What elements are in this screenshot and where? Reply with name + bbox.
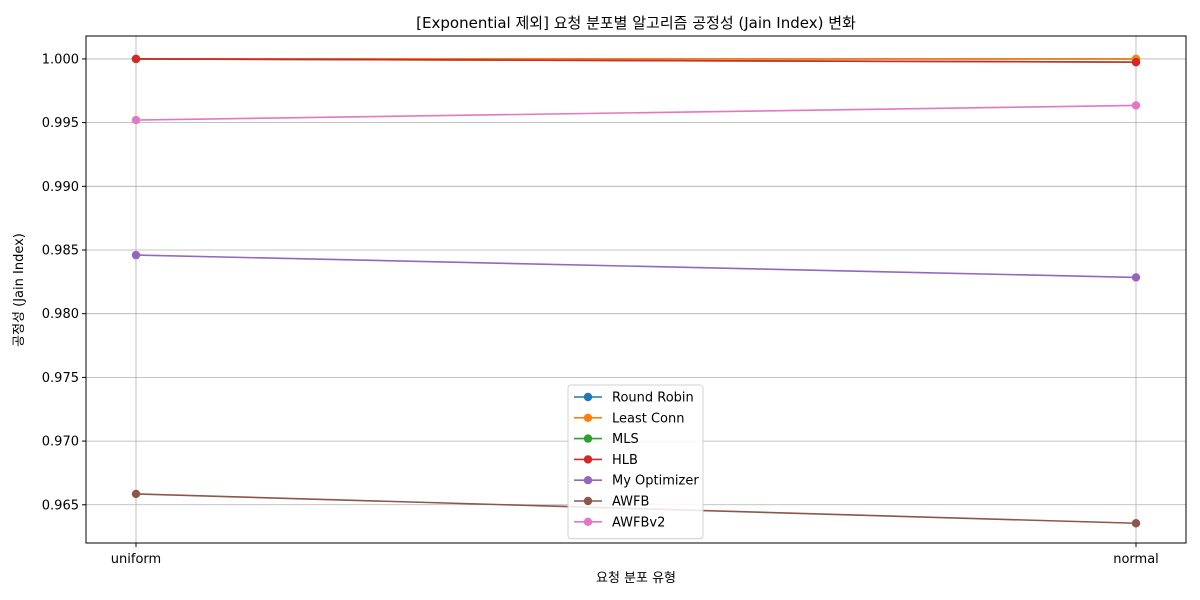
legend-item: AWFBv2 <box>574 515 665 530</box>
x-tick-label: uniform <box>111 552 161 567</box>
legend-label: Least Conn <box>612 411 685 426</box>
legend-item: HLB <box>574 453 638 468</box>
y-tick-label: 0.990 <box>42 180 79 195</box>
legend-label: HLB <box>612 453 638 468</box>
y-tick-label: 0.965 <box>42 498 79 513</box>
data-point <box>131 489 141 499</box>
data-point <box>1131 57 1141 67</box>
series-line <box>135 104 1137 121</box>
y-axis-title: 공정성 (Jain Index) <box>12 233 27 347</box>
y-axis-ticks: 0.965 0.970 0.975 0.980 0.985 0.990 0.995 1.000 <box>42 52 86 513</box>
legend-marker <box>583 434 593 443</box>
legend-marker <box>583 392 593 402</box>
x-axis-ticks: uniform normal <box>111 543 1159 567</box>
legend-item: My Optimizer <box>574 474 699 489</box>
legend-label: AWFB <box>612 495 649 510</box>
legend: Round Robin Least Conn MLS HLB My Optimizer A… <box>567 384 704 540</box>
legend-label: My Optimizer <box>612 474 699 489</box>
legend-item: AWFB <box>574 495 649 510</box>
x-axis-title: 요청 분포 유형 <box>596 571 676 586</box>
y-tick-label: 0.975 <box>42 371 79 386</box>
legend-marker <box>583 476 593 485</box>
legend-marker <box>583 496 593 506</box>
legend-marker <box>583 455 593 464</box>
y-tick-label: 1.000 <box>42 52 79 67</box>
data-point <box>131 54 141 64</box>
y-tick-label: 0.985 <box>42 244 79 259</box>
series-my-optimizer <box>131 250 1141 282</box>
data-point <box>131 115 141 125</box>
legend-label: AWFBv2 <box>612 515 665 530</box>
legend-item: Least Conn <box>574 411 685 426</box>
data-point <box>1131 519 1141 528</box>
legend-label: Round Robin <box>612 391 694 406</box>
y-tick-label: 0.970 <box>42 435 79 450</box>
grid <box>86 36 1186 543</box>
legend-marker <box>583 517 593 526</box>
series-line <box>135 254 1137 279</box>
legend-label: MLS <box>612 432 639 447</box>
series-line <box>135 58 1137 63</box>
data-point <box>131 250 141 260</box>
x-tick-label: normal <box>1113 552 1159 567</box>
plot-area-frame <box>85 35 1187 544</box>
series-awfbv2 <box>131 101 1141 125</box>
data-point <box>1131 273 1141 282</box>
legend-item: MLS <box>574 432 639 447</box>
legend-item: Round Robin <box>574 391 694 406</box>
legend-marker <box>583 413 593 422</box>
chart-title: [Exponential 제외] 요청 분포별 알고리즘 공정성 (Jain I… <box>416 14 856 32</box>
y-tick-label: 0.995 <box>42 116 79 131</box>
series-hlb <box>131 54 1141 67</box>
y-tick-label: 0.980 <box>42 307 79 322</box>
data-point <box>1131 101 1141 110</box>
